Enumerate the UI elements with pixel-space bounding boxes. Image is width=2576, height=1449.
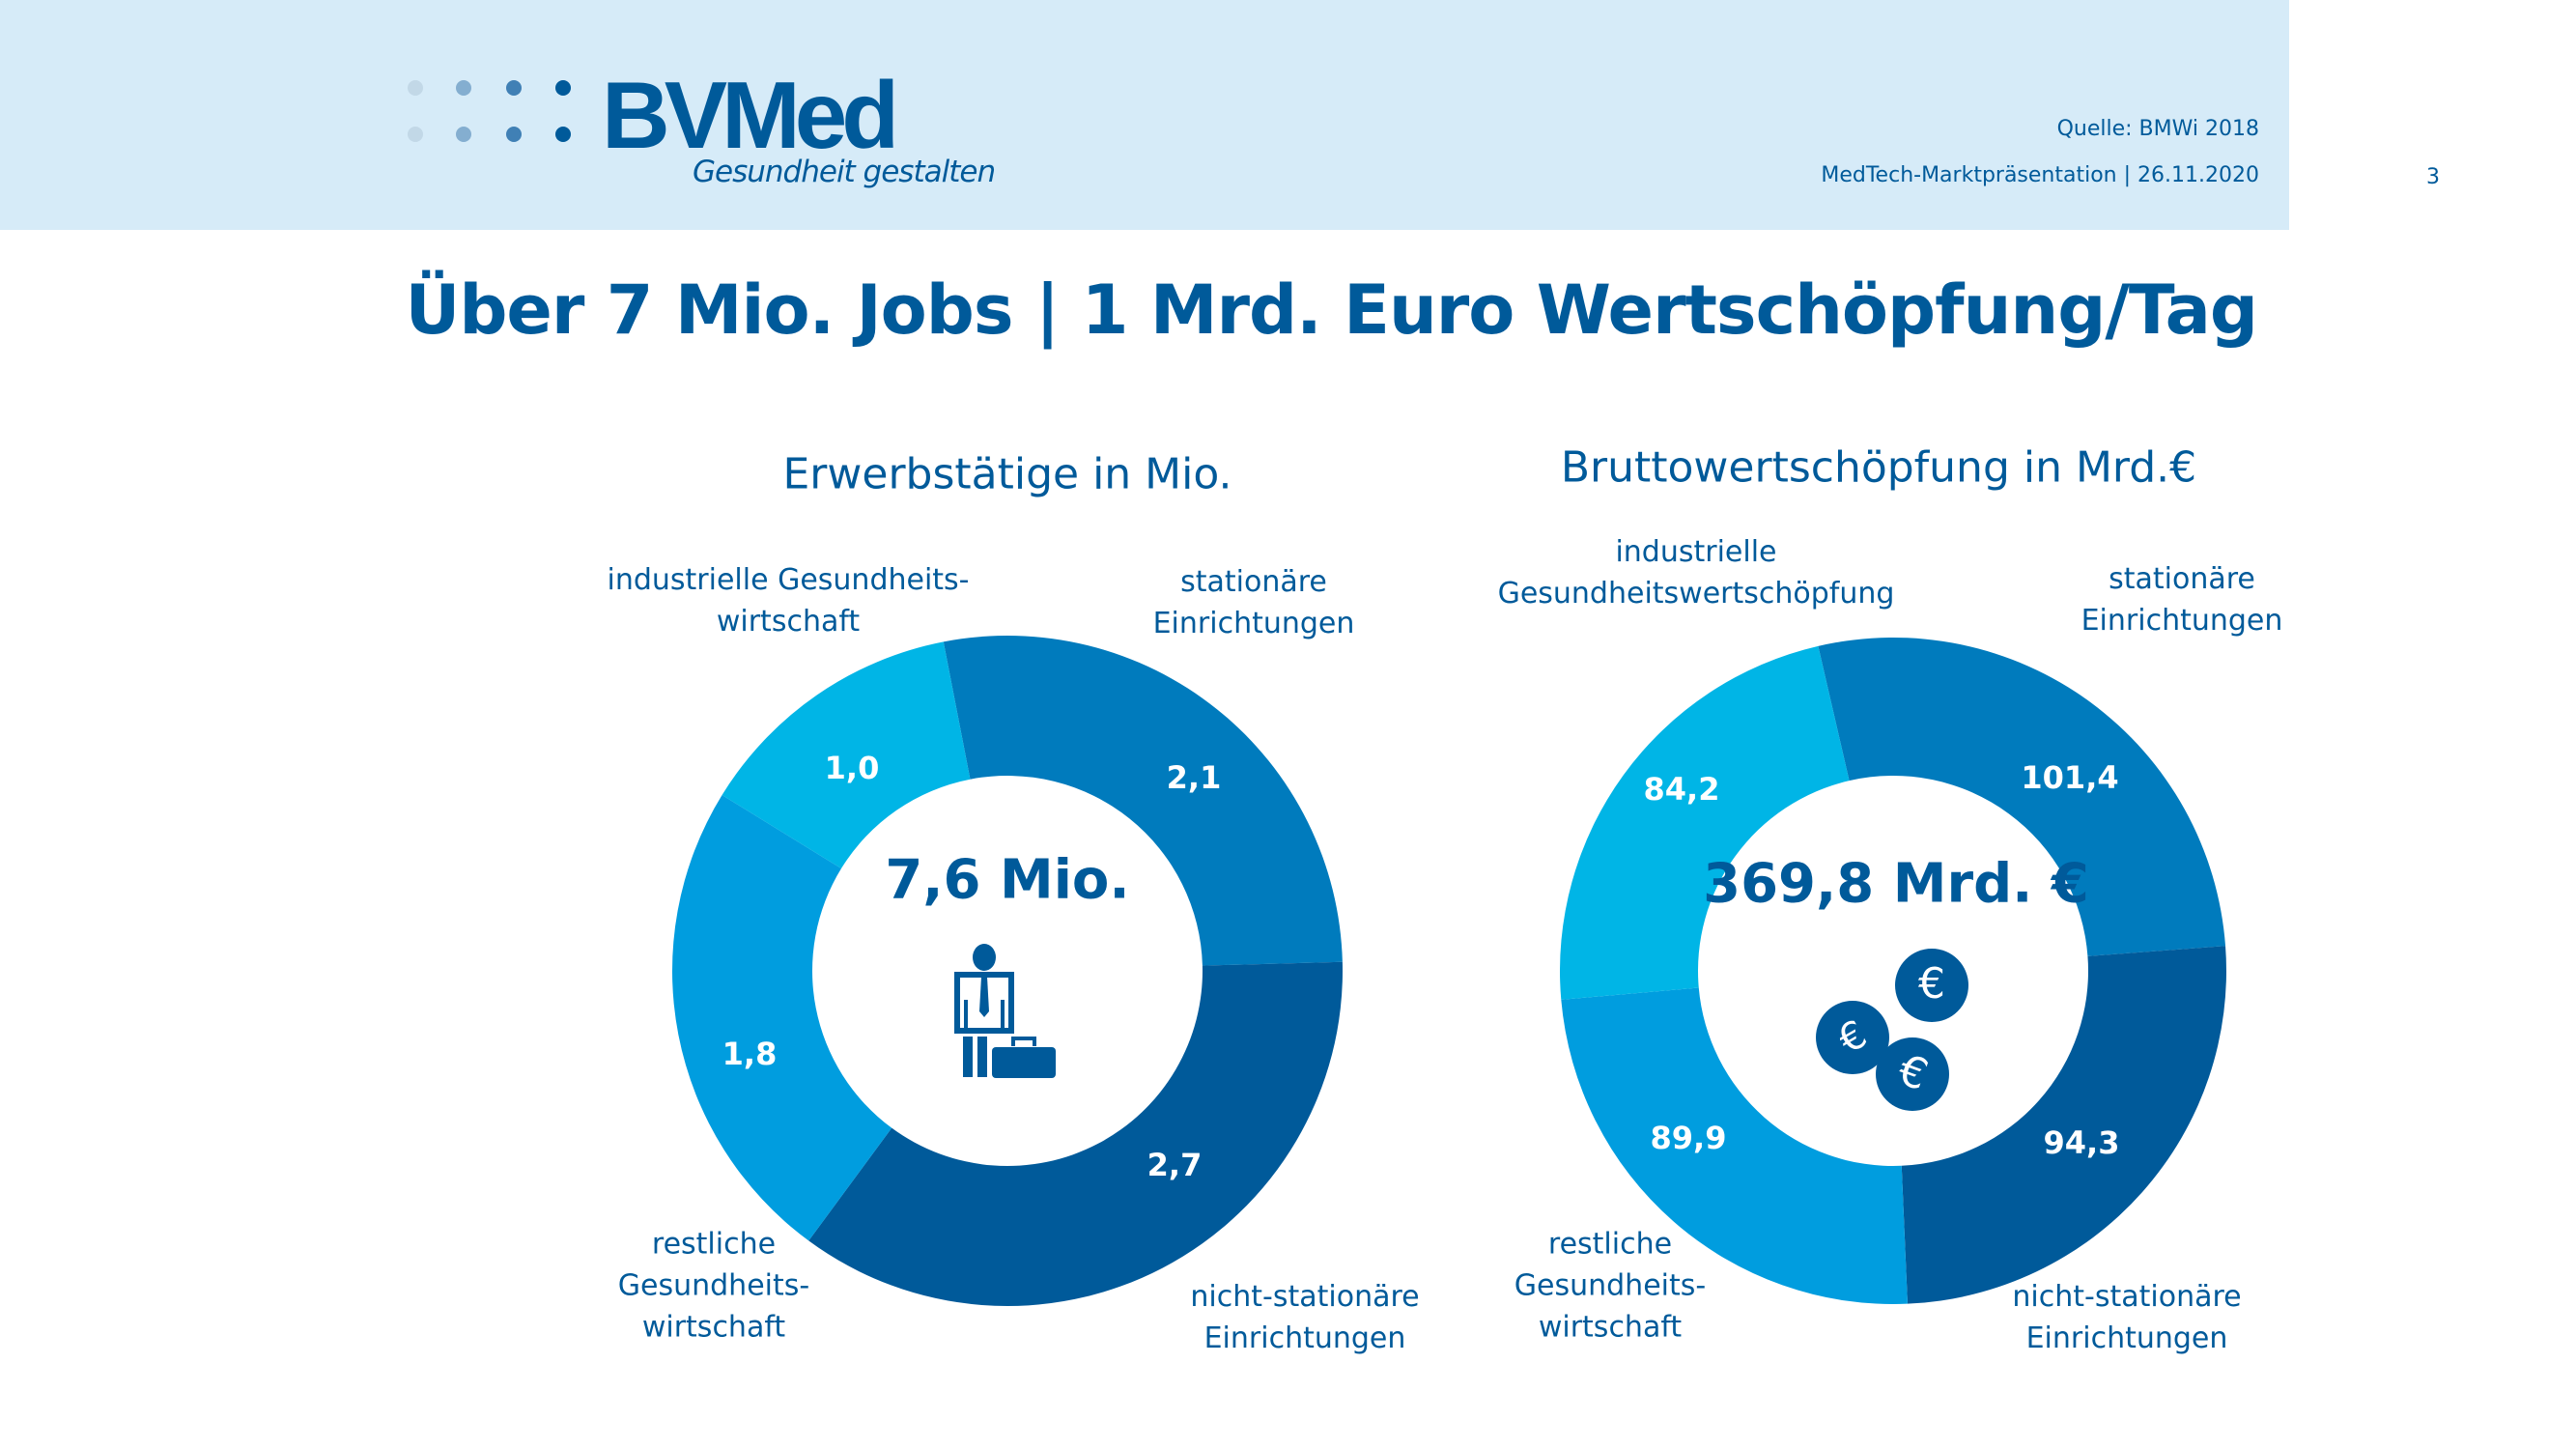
businessman-with-briefcase-icon (954, 944, 1056, 1078)
logo-tagline: Gesundheit gestalten (693, 155, 996, 189)
logo-dot (408, 80, 423, 96)
chart-title-employment: Erwerbstätige in Mio. (782, 449, 1232, 499)
donut-segment (1560, 645, 1850, 1000)
label-line: stationäre (1180, 565, 1327, 599)
label-line: industrielle Gesundheits- (607, 563, 970, 597)
header-bar (0, 0, 2289, 230)
center-total: 7,6 Mio. (885, 848, 1130, 912)
label-non-stationary: nicht-stationäre Einrichtungen (1190, 1276, 1419, 1359)
label-line: restliche (1547, 1227, 1673, 1262)
logo-dot (456, 80, 471, 96)
label-line: Einrichtungen (2081, 604, 2283, 638)
presentation-info: MedTech-Marktpräsentation | 26.11.2020 (1821, 163, 2259, 187)
donut-segment (943, 636, 1343, 966)
donut-segment (808, 961, 1343, 1306)
label-rest: restliche Gesundheits-wirtschaft (1514, 1224, 1706, 1349)
page-number: 3 (2426, 165, 2440, 189)
label-line: Gesundheits- (1514, 1268, 1707, 1303)
label-line: industrielle (1615, 535, 1777, 569)
value-label: 1,0 (824, 750, 880, 786)
source-note: Quelle: BMWi 2018 (2056, 117, 2259, 141)
logo-dot (555, 127, 571, 142)
center-total: 369,8 Mrd. € (1703, 852, 2089, 916)
value-label: 2,7 (1146, 1147, 1203, 1183)
value-label: 101,4 (2021, 759, 2119, 796)
label-stationary: stationäre Einrichtungen (1153, 561, 1355, 644)
label-industrial: industrielle Gesundheitswertschöpfung (1498, 531, 1895, 614)
value-label: 84,2 (1643, 771, 1720, 808)
donut-segment (672, 795, 892, 1241)
label-line: Einrichtungen (1203, 1321, 1406, 1355)
donut-segment (1818, 638, 2226, 956)
label-non-stationary: nicht-stationäre Einrichtungen (2012, 1276, 2241, 1359)
donut-segment (1561, 987, 1908, 1305)
logo-dot (555, 80, 571, 96)
logo-dot (506, 80, 522, 96)
label-line: Einrichtungen (2025, 1321, 2228, 1355)
donut-value-added (1560, 638, 2226, 1305)
label-line: Einrichtungen (1152, 607, 1355, 640)
logo-dot (456, 127, 471, 142)
value-label: 2,1 (1166, 759, 1222, 796)
label-line: nicht-stationäre (1190, 1280, 1420, 1314)
euro-coins-icon: € € € (1816, 949, 1968, 1111)
label-line: wirtschaft (716, 605, 861, 639)
label-line: stationäre (2109, 562, 2255, 596)
label-line: wirtschaft (1538, 1310, 1683, 1345)
chart-title-value-added: Bruttowertschöpfung in Mrd.€ (1560, 442, 2197, 493)
value-label: 89,9 (1650, 1120, 1727, 1156)
label-rest: restliche Gesundheits-wirtschaft (618, 1224, 809, 1349)
logo-text: BVMed (602, 62, 899, 168)
donut-employment (672, 636, 1343, 1306)
logo-dot (408, 127, 423, 142)
page-title: Über 7 Mio. Jobs | 1 Mrd. Euro Wertschöp… (405, 270, 2258, 350)
label-stationary: stationäre Einrichtungen (2081, 558, 2283, 641)
logo-dot (506, 127, 522, 142)
value-label: 94,3 (2043, 1124, 2120, 1161)
donut-segment (1901, 946, 2226, 1304)
label-line: Gesundheits- (617, 1268, 810, 1303)
label-line: wirtschaft (641, 1310, 786, 1345)
svg-text:€: € (1918, 959, 1945, 1009)
donut-segment (722, 641, 971, 869)
value-label: 1,8 (722, 1036, 778, 1072)
label-industrial: industrielle Gesundheits-wirtschaft (607, 559, 969, 642)
label-line: Gesundheitswertschöpfung (1497, 577, 1895, 611)
label-line: nicht-stationäre (2012, 1280, 2242, 1314)
label-line: restliche (651, 1227, 777, 1262)
